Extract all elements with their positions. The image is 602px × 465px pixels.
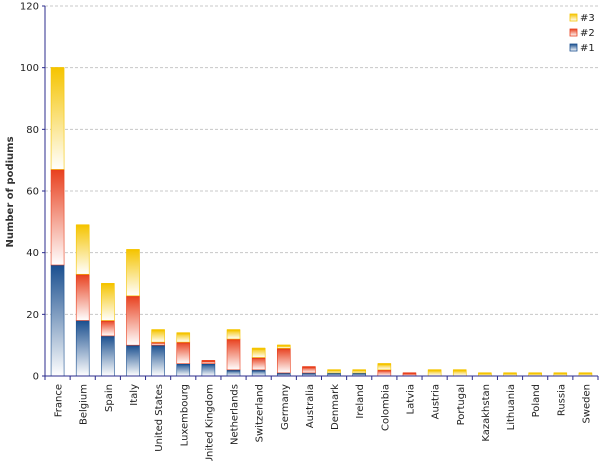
x-category-label: Lithuania (506, 384, 517, 430)
bar-segment-rank1-united-kingdom (201, 363, 216, 377)
bar-segment-rank3-italy (126, 249, 140, 297)
x-category-label: Latvia (405, 384, 416, 414)
bar-segment-rank3-belgium (75, 224, 90, 275)
y-tick-label: 60 (26, 187, 39, 198)
bar-segment-rank2-italy (126, 295, 140, 346)
y-tick-label: 0 (33, 372, 39, 383)
bar-segment-rank2-luxembourg (176, 341, 191, 364)
x-category-label: Belgium (79, 384, 90, 425)
axes (42, 5, 599, 380)
y-tick-label: 20 (26, 310, 39, 321)
labels: 0 20 40 60 80 100 120 France Belgium Spain Italy Un… (20, 2, 593, 465)
bar-segment-rank3-united-states (151, 329, 165, 343)
bars (50, 67, 593, 377)
x-category-label: Austria (431, 384, 442, 419)
x-category-label: Ireland (355, 384, 366, 419)
x-category-label: Germany (280, 384, 291, 430)
x-category-label: Poland (531, 384, 542, 417)
x-category-label: United States (154, 384, 165, 452)
x-category-label: France (54, 384, 65, 417)
x-category-label: Colombia (380, 384, 391, 431)
bar-segment-rank2-france (50, 169, 65, 266)
legend-label: #3 (580, 13, 595, 24)
y-tick-label: 100 (20, 63, 39, 74)
legend-label: #2 (580, 28, 595, 39)
x-category-label: Switzerland (255, 384, 266, 442)
y-axis-title: Number of podiums (5, 136, 16, 247)
x-category-label: Netherlands (230, 384, 241, 445)
bar-segment-rank2-netherlands (226, 338, 241, 371)
x-category-label: Spain (104, 384, 115, 412)
bar-segment-rank1-spain (101, 335, 115, 377)
y-tick-label: 80 (26, 125, 39, 136)
x-category-label: Sweden (581, 384, 592, 424)
legend-swatch (569, 13, 578, 22)
x-category-label: Luxembourg (179, 384, 190, 446)
x-category-label: Australia (305, 384, 316, 428)
x-category-label: Russia (556, 384, 567, 416)
legend-label: #1 (580, 43, 595, 54)
bar-segment-rank3-france (50, 67, 65, 170)
bar-segment-rank2-belgium (75, 273, 90, 321)
bar-segment-rank3-spain (101, 283, 115, 321)
bar-segment-rank1-luxembourg (176, 363, 191, 377)
bar-segment-rank2-switzerland (251, 357, 266, 371)
x-category-label: Kazakhstan (481, 384, 492, 442)
legend-swatch (569, 28, 578, 37)
x-category-label: United Kingdom (204, 384, 215, 461)
bar-segment-rank2-spain (101, 320, 115, 337)
x-category-label: Italy (129, 384, 140, 406)
x-category-label: Portugal (456, 384, 467, 425)
bar-segment-rank1-france (50, 264, 65, 377)
x-category-label: Denmark (330, 384, 341, 430)
bar-segment-rank1-italy (126, 344, 140, 377)
legend-swatch (569, 43, 578, 52)
bar-segment-rank1-belgium (75, 320, 90, 377)
bar-segment-rank1-united-states (151, 344, 165, 377)
legend: #3 #2 #1 (569, 13, 595, 54)
y-tick-label: 120 (20, 2, 39, 13)
y-tick-label: 40 (26, 248, 39, 259)
bar-segment-rank2-germany (276, 347, 291, 374)
